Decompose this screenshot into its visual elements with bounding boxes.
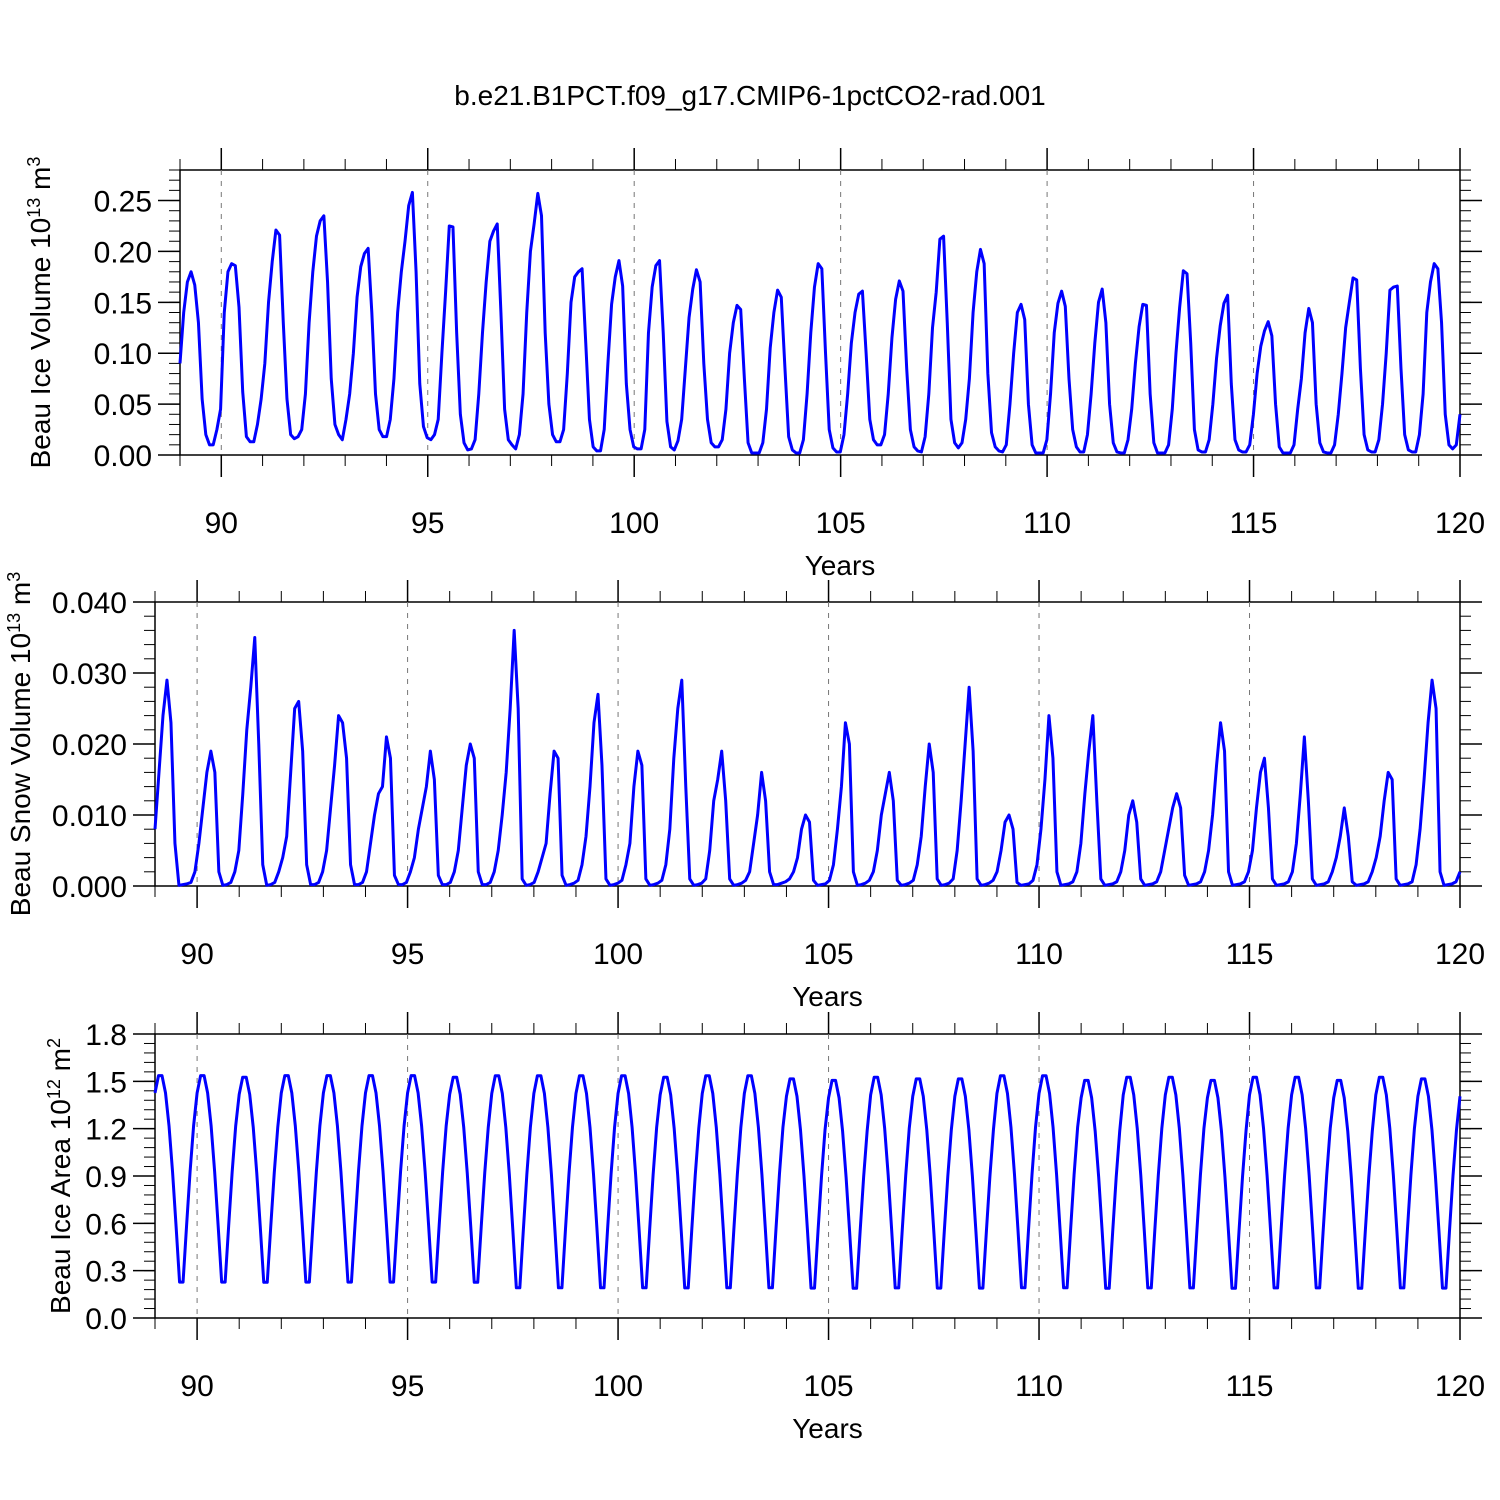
x-tick-label: 115 — [1226, 938, 1274, 971]
y-tick-label: 1.2 — [85, 1114, 127, 1147]
y-tick-label: 0.040 — [52, 587, 127, 620]
x-tick-label: 120 — [1435, 507, 1485, 540]
y-tick-label: 0.6 — [85, 1208, 127, 1241]
panel-2: 90 95 100 105 110 115 120 0.000 0.010 0.020 0.030 0… — [4, 572, 1485, 1012]
y-tick-label: 0.030 — [52, 658, 127, 691]
y-tick-label: 0.00 — [94, 440, 152, 473]
y-tick-label: 0.0 — [85, 1303, 127, 1336]
y-tick-label: 0.15 — [94, 287, 152, 320]
x-tick-label: 105 — [816, 507, 866, 540]
x-tick-label: 115 — [1226, 1370, 1274, 1403]
y-tick-label: 0.3 — [85, 1256, 127, 1289]
figure-title: b.e21.B1PCT.f09_g17.CMIP6-1pctCO2-rad.00… — [454, 80, 1046, 111]
x-tick-label: 100 — [593, 938, 643, 971]
series-line — [178, 190, 1462, 455]
x-axis-label: Years — [805, 550, 876, 581]
y-tick-label: 0.9 — [85, 1161, 127, 1194]
y-tick-label: 0.25 — [94, 186, 152, 219]
y-tick-label: 0.05 — [94, 389, 152, 422]
y-axis-label: Beau Ice Volume 1013 m3 — [24, 157, 56, 469]
x-axis-label: Years — [792, 1413, 863, 1444]
x-tick-label: 90 — [180, 938, 213, 971]
x-tick-label: 120 — [1435, 1370, 1485, 1403]
y-axis-label: Beau Snow Volume 1013 m3 — [4, 572, 36, 916]
series-line — [153, 1074, 1462, 1290]
x-tick-label: 105 — [804, 1370, 854, 1403]
series-line — [153, 628, 1462, 887]
x-tick-label: 110 — [1015, 1370, 1063, 1403]
y-tick-label: 0.010 — [52, 800, 127, 833]
y-tick-label: 0.020 — [52, 729, 127, 762]
panel-1: 90 95 100 105 110 115 120 0.00 0.05 0.10 0.15 0.20 0… — [24, 148, 1485, 581]
y-tick-label: 1.8 — [85, 1019, 127, 1052]
x-tick-label: 100 — [593, 1370, 643, 1403]
x-tick-label: 120 — [1435, 938, 1485, 971]
y-tick-label: 0.10 — [94, 338, 152, 371]
y-tick-label: 0.000 — [52, 871, 127, 904]
x-tick-label: 95 — [391, 938, 424, 971]
x-tick-label: 100 — [609, 507, 659, 540]
x-tick-label: 90 — [180, 1370, 213, 1403]
x-axis-label: Years — [792, 981, 863, 1012]
x-tick-label: 95 — [391, 1370, 424, 1403]
y-tick-label: 1.5 — [85, 1066, 127, 1099]
x-tick-label: 110 — [1015, 938, 1063, 971]
panel-3: 90 95 100 105 110 115 120 0.0 0.3 0.6 0.9 1.2 1.5 1.8… — [44, 1012, 1485, 1444]
x-tick-label: 95 — [411, 507, 444, 540]
x-tick-label: 105 — [804, 938, 854, 971]
y-axis-label: Beau Ice Area 1012 m2 — [44, 1038, 76, 1314]
x-tick-label: 90 — [205, 507, 238, 540]
y-tick-label: 0.20 — [94, 236, 152, 269]
x-tick-label: 110 — [1023, 507, 1071, 540]
x-tick-label: 115 — [1230, 507, 1278, 540]
